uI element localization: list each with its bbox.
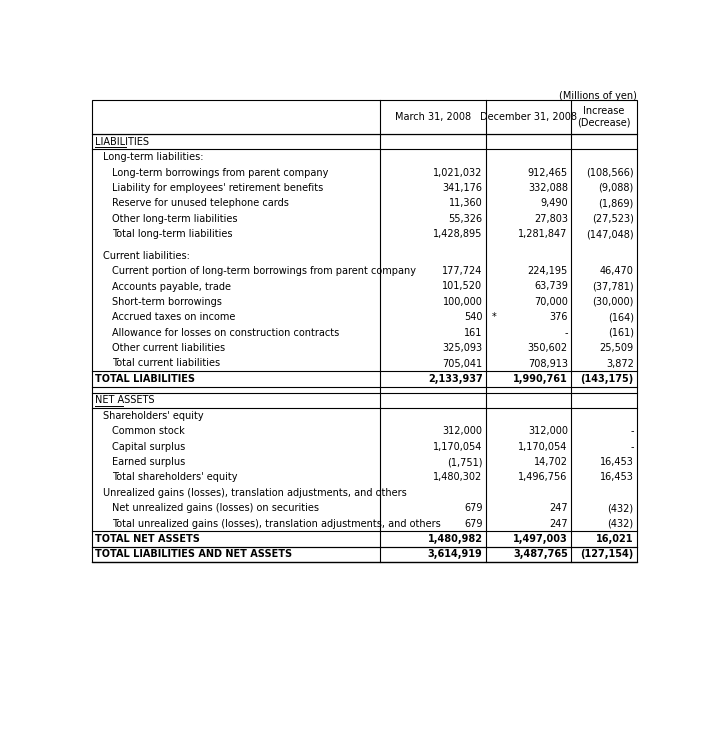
Text: TOTAL NET ASSETS: TOTAL NET ASSETS [95, 534, 200, 544]
Text: Long-term borrowings from parent company: Long-term borrowings from parent company [112, 168, 328, 178]
Text: (1,869): (1,869) [599, 198, 634, 209]
Text: (161): (161) [608, 328, 634, 337]
Text: Reserve for unused telephone cards: Reserve for unused telephone cards [112, 198, 289, 209]
Text: TOTAL LIABILITIES: TOTAL LIABILITIES [95, 374, 195, 384]
Text: 341,176: 341,176 [442, 183, 483, 193]
Text: 1,990,761: 1,990,761 [513, 374, 568, 384]
Text: 3,872: 3,872 [606, 359, 634, 368]
Text: 55,326: 55,326 [449, 214, 483, 224]
Text: 177,724: 177,724 [442, 266, 483, 276]
Text: 540: 540 [464, 313, 483, 322]
Text: Other current liabilities: Other current liabilities [112, 343, 225, 353]
Bar [92, 100, 637, 134]
Text: 1,497,003: 1,497,003 [513, 534, 568, 544]
Text: -: - [565, 328, 568, 337]
Text: LIABILITIES: LIABILITIES [95, 137, 149, 146]
Text: 708,913: 708,913 [528, 359, 568, 368]
Text: (164): (164) [608, 313, 634, 322]
Text: 9,490: 9,490 [540, 198, 568, 209]
Text: 1,021,032: 1,021,032 [433, 168, 483, 178]
Text: -: - [630, 441, 634, 452]
Text: Total shareholders' equity: Total shareholders' equity [112, 472, 237, 482]
Text: 101,520: 101,520 [442, 282, 483, 291]
Text: 332,088: 332,088 [528, 183, 568, 193]
Text: -: - [630, 426, 634, 436]
Text: 3,614,919: 3,614,919 [428, 550, 483, 559]
Text: December 31, 2008: December 31, 2008 [480, 112, 577, 122]
Text: (Millions of yen): (Millions of yen) [559, 91, 637, 101]
Text: Long-term liabilities:: Long-term liabilities: [103, 152, 203, 163]
Text: 1,281,847: 1,281,847 [518, 229, 568, 239]
Text: 46,470: 46,470 [600, 266, 634, 276]
Text: (432): (432) [608, 519, 634, 529]
Text: 325,093: 325,093 [442, 343, 483, 353]
Text: 16,453: 16,453 [600, 457, 634, 467]
Text: 1,170,054: 1,170,054 [433, 441, 483, 452]
Text: Shareholders' equity: Shareholders' equity [103, 411, 203, 421]
Text: 1,496,756: 1,496,756 [518, 472, 568, 482]
Text: 1,480,302: 1,480,302 [433, 472, 483, 482]
Text: Net unrealized gains (losses) on securities: Net unrealized gains (losses) on securit… [112, 504, 319, 513]
Text: 312,000: 312,000 [442, 426, 483, 436]
Text: 2,133,937: 2,133,937 [428, 374, 483, 384]
Text: *: * [492, 313, 496, 322]
Text: (9,088): (9,088) [599, 183, 634, 193]
Text: (432): (432) [608, 504, 634, 513]
Text: Total current liabilities: Total current liabilities [112, 359, 220, 368]
Text: 912,465: 912,465 [528, 168, 568, 178]
Text: Allowance for losses on construction contracts: Allowance for losses on construction con… [112, 328, 339, 337]
Text: Accrued taxes on income: Accrued taxes on income [112, 313, 235, 322]
Text: Accounts payable, trade: Accounts payable, trade [112, 282, 231, 291]
Text: 247: 247 [549, 504, 568, 513]
Text: (37,781): (37,781) [592, 282, 634, 291]
Text: Total unrealized gains (losses), translation adjustments, and others: Total unrealized gains (losses), transla… [112, 519, 441, 529]
Text: (143,175): (143,175) [580, 374, 634, 384]
Text: (27,523): (27,523) [592, 214, 634, 224]
Text: (1,751): (1,751) [447, 457, 483, 467]
Text: Unrealized gains (losses), translation adjustments, and others: Unrealized gains (losses), translation a… [103, 488, 407, 498]
Text: 247: 247 [549, 519, 568, 529]
Text: 705,041: 705,041 [442, 359, 483, 368]
Text: 63,739: 63,739 [534, 282, 568, 291]
Text: 350,602: 350,602 [528, 343, 568, 353]
Text: 16,453: 16,453 [600, 472, 634, 482]
Text: 679: 679 [464, 504, 483, 513]
Text: 1,170,054: 1,170,054 [518, 441, 568, 452]
Text: 27,803: 27,803 [534, 214, 568, 224]
Bar [92, 134, 637, 562]
Text: 100,000: 100,000 [443, 297, 483, 307]
Text: (147,048): (147,048) [586, 229, 634, 239]
Text: 1,428,895: 1,428,895 [433, 229, 483, 239]
Text: 14,702: 14,702 [534, 457, 568, 467]
Text: Common stock: Common stock [112, 426, 185, 436]
Text: TOTAL LIABILITIES AND NET ASSETS: TOTAL LIABILITIES AND NET ASSETS [95, 550, 292, 559]
Text: 312,000: 312,000 [528, 426, 568, 436]
Text: Increase
(Decrease): Increase (Decrease) [577, 106, 631, 128]
Text: Earned surplus: Earned surplus [112, 457, 186, 467]
Text: NET ASSETS: NET ASSETS [95, 395, 154, 406]
Text: Current portion of long-term borrowings from parent company: Current portion of long-term borrowings … [112, 266, 416, 276]
Text: 11,360: 11,360 [449, 198, 483, 209]
Text: Capital surplus: Capital surplus [112, 441, 186, 452]
Text: 25,509: 25,509 [599, 343, 634, 353]
Text: 161: 161 [464, 328, 483, 337]
Text: Total long-term liabilities: Total long-term liabilities [112, 229, 232, 239]
Text: 16,021: 16,021 [597, 534, 634, 544]
Text: 376: 376 [550, 313, 568, 322]
Text: (127,154): (127,154) [580, 550, 634, 559]
Text: Current liabilities:: Current liabilities: [103, 250, 190, 261]
Text: Liability for employees' retirement benefits: Liability for employees' retirement bene… [112, 183, 324, 193]
Text: Other long-term liabilities: Other long-term liabilities [112, 214, 237, 224]
Text: (108,566): (108,566) [586, 168, 634, 178]
Text: March 31, 2008: March 31, 2008 [395, 112, 471, 122]
Text: 1,480,982: 1,480,982 [427, 534, 483, 544]
Text: 70,000: 70,000 [534, 297, 568, 307]
Text: 679: 679 [464, 519, 483, 529]
Text: (30,000): (30,000) [592, 297, 634, 307]
Text: 3,487,765: 3,487,765 [513, 550, 568, 559]
Text: 224,195: 224,195 [528, 266, 568, 276]
Text: Short-term borrowings: Short-term borrowings [112, 297, 222, 307]
